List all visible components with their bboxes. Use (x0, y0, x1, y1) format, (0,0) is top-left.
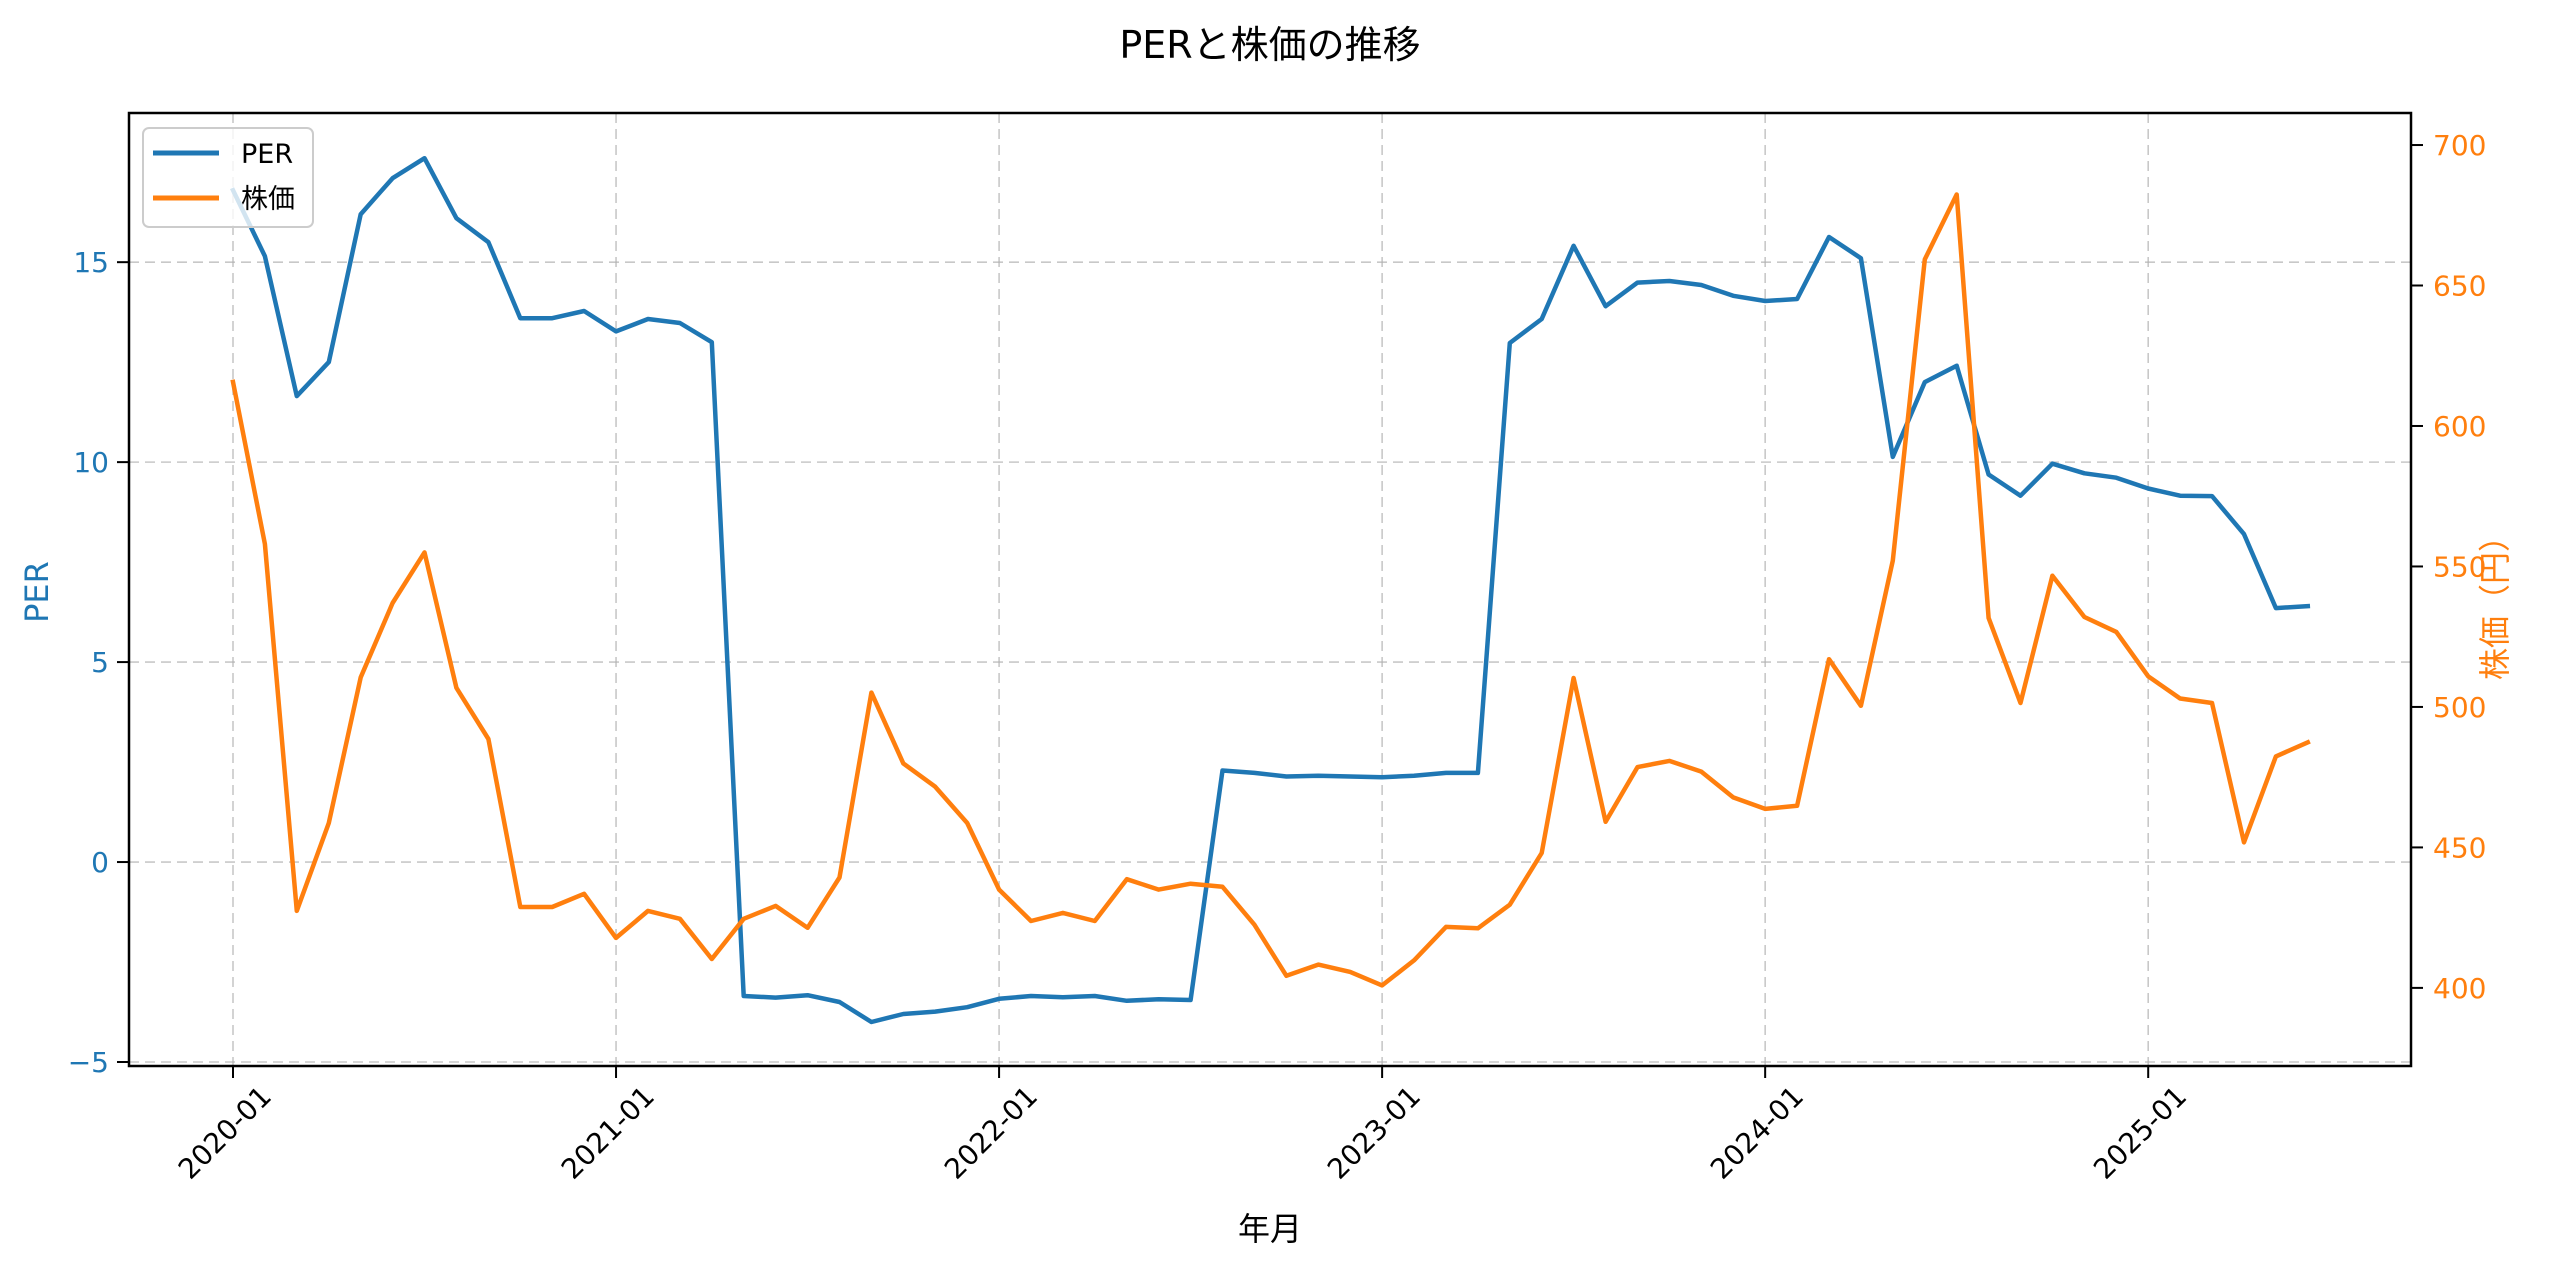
x-axis: 2020-01 2021-01 2022-01 2023-01 2024-01 2025-… (172, 1066, 2193, 1186)
per-line (229, 155, 2311, 1025)
left-tick-label: −5 (68, 1046, 109, 1079)
price-line (230, 192, 2311, 988)
x-tick-label: 2020-01 (172, 1080, 278, 1186)
left-y-axis: −5 0 5 10 15 (68, 246, 129, 1079)
left-tick-label: 0 (91, 846, 109, 879)
left-tick-label: 15 (73, 246, 109, 279)
chart-title: PERと株価の推移 (1119, 23, 1420, 67)
legend: PER 株価 (142, 127, 314, 228)
right-tick-label: 700 (2433, 129, 2486, 162)
grid-lines (129, 113, 2411, 1066)
x-tick-label: 2025-01 (2087, 1080, 2193, 1186)
right-tick-label: 500 (2433, 691, 2486, 724)
plot-area (229, 155, 2311, 1025)
right-tick-label: 650 (2433, 270, 2486, 303)
x-tick-label: 2023-01 (1321, 1080, 1427, 1186)
right-tick-label: 550 (2433, 550, 2486, 583)
right-tick-label: 450 (2433, 831, 2486, 864)
right-tick-label: 400 (2433, 972, 2486, 1005)
legend-label-price: 株価 (241, 184, 295, 215)
x-tick-label: 2024-01 (1704, 1080, 1810, 1186)
x-axis-label: 年月 (1238, 1210, 1302, 1248)
right-y-axis: 400 450 500 550 600 650 700 (2411, 129, 2486, 1005)
left-tick-label: 10 (73, 446, 109, 479)
axes-frame (127, 111, 2413, 1068)
left-axis-label: PER (18, 561, 56, 623)
legend-label-per: PER (241, 139, 293, 170)
right-tick-label: 600 (2433, 410, 2486, 443)
left-tick-label: 5 (91, 646, 109, 679)
x-tick-label: 2022-01 (938, 1080, 1044, 1186)
right-axis-label: 株価（円） (2476, 520, 2514, 680)
x-tick-label: 2021-01 (555, 1080, 661, 1186)
